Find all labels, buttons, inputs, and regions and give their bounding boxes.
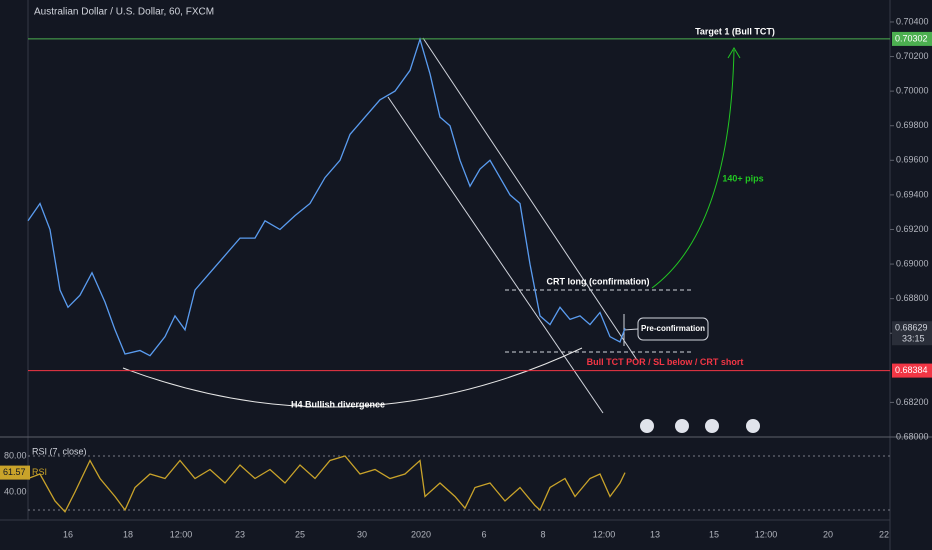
- x-tick-label: 23: [235, 529, 245, 539]
- event-icons: [640, 419, 760, 433]
- x-tick-label: 18: [123, 529, 133, 539]
- chart-title: Australian Dollar / U.S. Dollar, 60, FXC…: [34, 7, 214, 18]
- event-icon: [746, 419, 760, 433]
- y-tick-label: 0.68800: [896, 293, 929, 303]
- callout-line: [623, 328, 639, 331]
- y-tick-label: 0.69000: [896, 258, 929, 268]
- x-tick-label: 22: [879, 529, 889, 539]
- series-line: [27, 37, 626, 357]
- x-tick-label: 25: [295, 529, 305, 539]
- annotation: H4 Bullish divergence: [291, 399, 385, 409]
- x-tick-label: 20: [823, 529, 833, 539]
- y-tick-label: 0.69800: [896, 120, 929, 130]
- level-label: Target 1 (Bull TCT): [695, 26, 775, 36]
- divergence-curve: [122, 347, 583, 408]
- x-tick-label: 15: [709, 529, 719, 539]
- price-tag: [892, 363, 932, 378]
- y-tick-label: 0.70000: [896, 86, 929, 96]
- arrow-head: [727, 47, 741, 59]
- x-tick-label: 30: [357, 529, 367, 539]
- x-tick-label: 13: [650, 529, 660, 539]
- x-tick-label: 12:00: [593, 529, 616, 539]
- y-tick-label: 0.69400: [896, 189, 929, 199]
- x-tick-label: 2020: [411, 529, 431, 539]
- last-price-label: 0.68629: [895, 323, 928, 333]
- event-icon: [675, 419, 689, 433]
- x-tick-label: 16: [63, 529, 73, 539]
- y-tick-label: 0.70400: [896, 16, 929, 26]
- event-icon: [640, 419, 654, 433]
- x-tick-label: 12:00: [755, 529, 778, 539]
- x-tick-label: 8: [540, 529, 545, 539]
- event-icon: [705, 419, 719, 433]
- x-tick-label: 12:00: [170, 529, 193, 539]
- rsi-title: RSI (7, close): [32, 446, 87, 456]
- channel-line: [387, 96, 604, 414]
- level-label: Bull TCT POR / SL below / CRT short: [587, 357, 744, 367]
- price-tag-label: 0.68384: [895, 365, 928, 375]
- y-tick-label: 80.00: [4, 450, 27, 460]
- y-tick-label: 0.68200: [896, 397, 929, 407]
- y-tick-label: 0.70200: [896, 51, 929, 61]
- annotation: CRT long (confirmation): [547, 276, 650, 286]
- annotation: Pre-confirmation: [641, 324, 705, 333]
- callout-box: [637, 317, 709, 341]
- y-tick-label: 40.00: [4, 486, 27, 496]
- channel-line: [422, 37, 638, 361]
- price-tag: [892, 31, 932, 46]
- rsi-series-name: RSI: [32, 467, 47, 477]
- series-line: [27, 455, 626, 513]
- annotation: 140+ pips: [722, 173, 763, 183]
- last-price-tag: [892, 321, 932, 346]
- price-tag-label: 0.70302: [895, 33, 928, 43]
- y-tick-label: 0.68000: [896, 431, 929, 441]
- target-arrow: [651, 49, 735, 289]
- rsi-value-tag: [0, 465, 30, 480]
- y-tick-label: 0.69600: [896, 155, 929, 165]
- x-tick-label: 6: [481, 529, 486, 539]
- y-tick-label: 0.69200: [896, 224, 929, 234]
- countdown: 33:15: [902, 334, 925, 344]
- rsi-value-label: 61.57: [3, 467, 26, 477]
